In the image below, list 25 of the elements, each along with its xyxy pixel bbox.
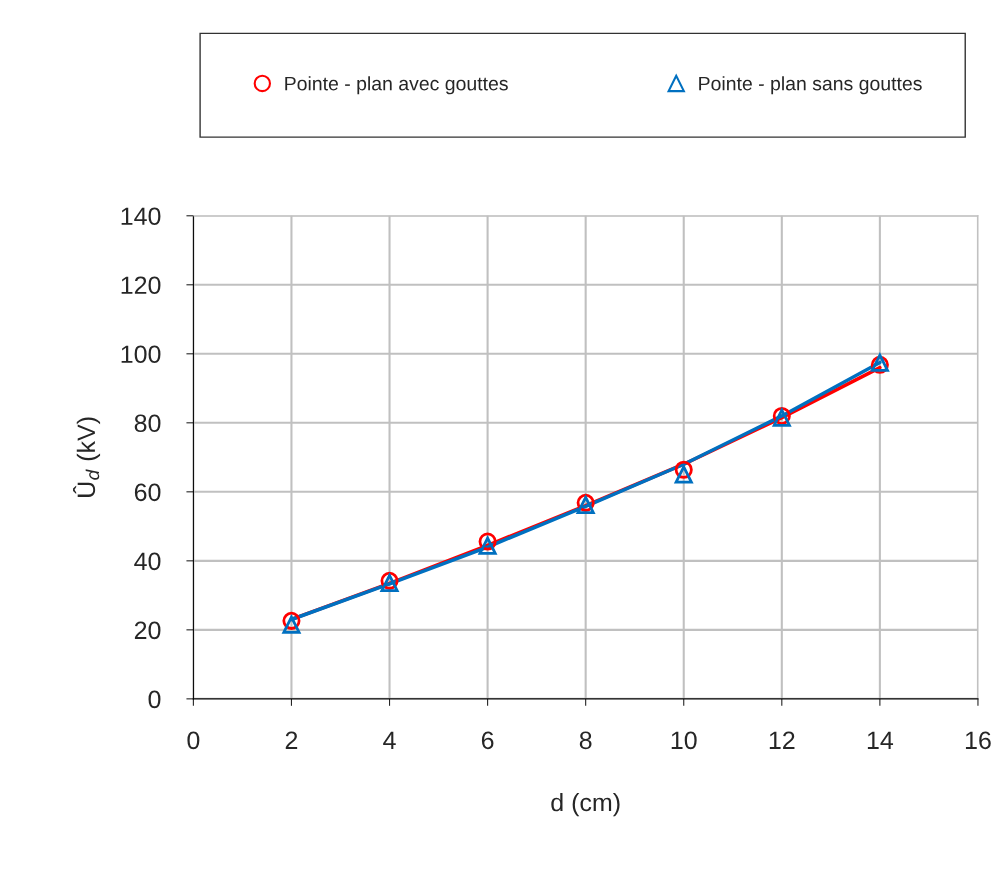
y-tick-label: 20 xyxy=(134,621,161,640)
x-axis-title: d (cm) xyxy=(551,792,620,817)
x-tick-label: 0 xyxy=(187,731,200,750)
x-tick-label: 6 xyxy=(481,731,494,750)
y-tick-label: 40 xyxy=(134,552,161,571)
y-axis-title: Û$_{d}$ (kV) xyxy=(73,417,101,497)
point xyxy=(478,536,497,555)
y-tick-label: 80 xyxy=(134,414,161,433)
y-tick-label: 0 xyxy=(148,690,161,709)
point xyxy=(282,615,301,634)
y-tick-label: 120 xyxy=(121,276,161,295)
point xyxy=(674,465,693,484)
legend-label: Pointe - plan avec gouttes xyxy=(285,76,508,95)
legend-label: Pointe - plan sans gouttes xyxy=(699,76,922,95)
x-tick-label: 14 xyxy=(867,731,894,749)
x-tick-label: 12 xyxy=(769,731,795,749)
y-tick-label: 100 xyxy=(121,345,161,364)
point xyxy=(478,532,497,551)
y-tick-label: 60 xyxy=(134,483,161,502)
x-tick-label: 8 xyxy=(579,731,592,750)
x-tick-label: 4 xyxy=(383,731,396,749)
x-tick-label: 10 xyxy=(671,731,697,750)
y-tick-label: 140 xyxy=(121,207,161,226)
x-tick-label: 16 xyxy=(965,731,991,750)
x-tick-label: 2 xyxy=(285,731,298,749)
